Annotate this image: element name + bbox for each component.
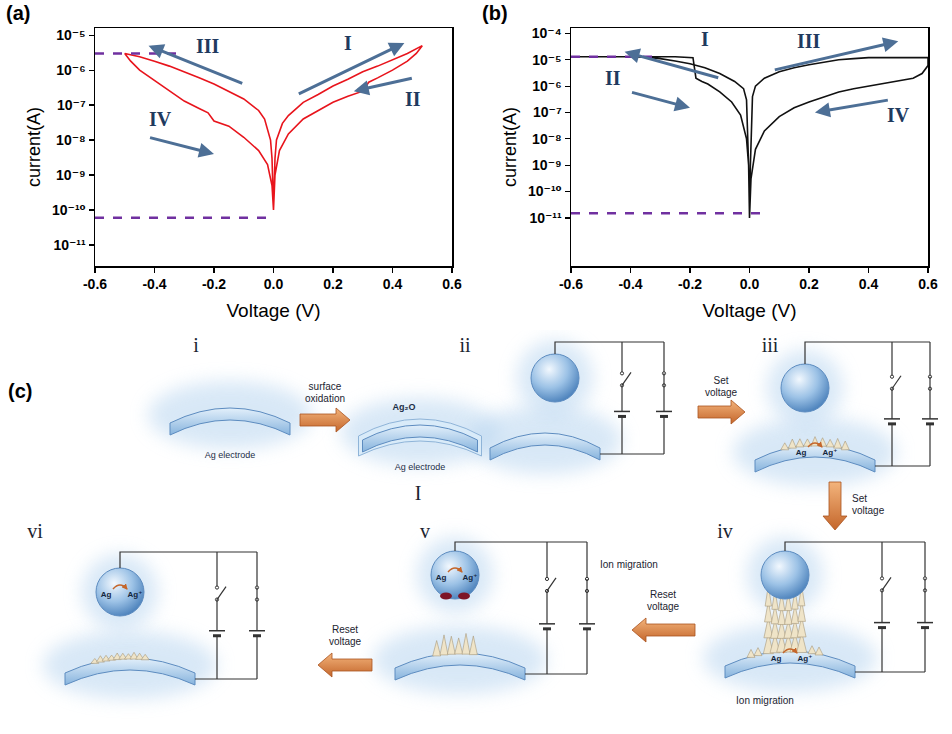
svg-text:IV: IV: [149, 108, 172, 130]
svg-text:iv: iv: [717, 520, 733, 542]
svg-text:10⁻⁴: 10⁻⁴: [532, 25, 562, 41]
svg-text:0.2: 0.2: [323, 276, 343, 292]
svg-text:III: III: [797, 30, 821, 52]
svg-text:0.6: 0.6: [918, 276, 938, 292]
html-text:(b): (b): [482, 2, 508, 24]
svg-text:(c): (c): [8, 380, 32, 402]
svg-text:Setvoltage: Setvoltage: [705, 375, 738, 398]
svg-text:0.6: 0.6: [442, 276, 462, 292]
svg-text:I: I: [701, 28, 709, 50]
svg-text:10⁻¹¹: 10⁻¹¹: [53, 237, 86, 253]
svg-text:10⁻⁷: 10⁻⁷: [533, 104, 562, 120]
svg-text:ii: ii: [459, 334, 471, 356]
svg-text:10⁻⁵: 10⁻⁵: [532, 52, 562, 68]
svg-text:Ag electrode: Ag electrode: [205, 450, 256, 460]
svg-text:-0.4: -0.4: [618, 276, 642, 292]
svg-text:surfaceoxidation: surfaceoxidation: [305, 381, 345, 404]
svg-text:IV: IV: [887, 104, 910, 126]
svg-text:Ag⁺: Ag⁺: [798, 654, 813, 663]
svg-text:10⁻⁹: 10⁻⁹: [532, 157, 562, 173]
svg-text:Voltage (V): Voltage (V): [703, 300, 797, 321]
svg-text:Ag⁺: Ag⁺: [463, 573, 478, 582]
svg-text:Ag₂O: Ag₂O: [393, 402, 416, 412]
svg-text:0.0: 0.0: [740, 276, 760, 292]
svg-text:-0.2: -0.2: [202, 276, 226, 292]
svg-text:iii: iii: [762, 334, 779, 356]
svg-text:10⁻⁷: 10⁻⁷: [57, 97, 86, 113]
svg-text:Ag⁺: Ag⁺: [128, 590, 143, 599]
svg-text:10⁻¹⁰: 10⁻¹⁰: [52, 202, 86, 218]
svg-text:0.4: 0.4: [859, 276, 879, 292]
svg-text:10⁻⁶: 10⁻⁶: [532, 78, 561, 94]
svg-text:v: v: [420, 520, 430, 542]
svg-text:current(A): current(A): [500, 107, 520, 187]
svg-text:-0.6: -0.6: [559, 276, 583, 292]
svg-text:Setvoltage: Setvoltage: [852, 493, 885, 516]
svg-text:10⁻⁹: 10⁻⁹: [56, 167, 86, 183]
svg-text:Ion migration: Ion migration: [736, 695, 794, 706]
svg-text:Ag: Ag: [436, 573, 447, 582]
svg-text:10⁻⁸: 10⁻⁸: [56, 132, 86, 148]
html-text:(a): (a): [6, 2, 31, 24]
svg-text:-0.4: -0.4: [142, 276, 166, 292]
svg-text:Ag electrode: Ag electrode: [395, 462, 446, 472]
svg-text:II: II: [605, 67, 621, 89]
svg-text:i: i: [193, 334, 199, 356]
svg-text:current(A): current(A): [24, 107, 44, 187]
svg-text:10⁻¹⁰: 10⁻¹⁰: [528, 183, 562, 199]
svg-text:10⁻⁵: 10⁻⁵: [56, 27, 86, 43]
svg-text:Ion migration: Ion migration: [600, 559, 658, 570]
svg-text:10⁻¹¹: 10⁻¹¹: [529, 210, 562, 226]
svg-text:10⁻⁸: 10⁻⁸: [532, 131, 562, 147]
svg-text:0.4: 0.4: [383, 276, 403, 292]
svg-text:III: III: [196, 35, 220, 57]
svg-text:Ag: Ag: [101, 590, 112, 599]
svg-text:vi: vi: [27, 520, 43, 542]
svg-text:-0.6: -0.6: [83, 276, 107, 292]
svg-text:Voltage (V): Voltage (V): [227, 300, 321, 321]
svg-text:Resetvoltage: Resetvoltage: [647, 589, 680, 612]
svg-text:II: II: [405, 88, 421, 110]
svg-text:-0.2: -0.2: [678, 276, 702, 292]
svg-text:I: I: [344, 32, 352, 54]
svg-text:Ag: Ag: [771, 654, 782, 663]
svg-text:10⁻⁶: 10⁻⁶: [56, 62, 85, 78]
svg-text:Resetvoltage: Resetvoltage: [329, 624, 362, 647]
svg-text:Ag⁺: Ag⁺: [823, 448, 838, 457]
svg-text:I: I: [415, 482, 422, 504]
svg-text:0.0: 0.0: [264, 276, 284, 292]
svg-text:Ag: Ag: [796, 448, 807, 457]
svg-text:0.2: 0.2: [799, 276, 819, 292]
